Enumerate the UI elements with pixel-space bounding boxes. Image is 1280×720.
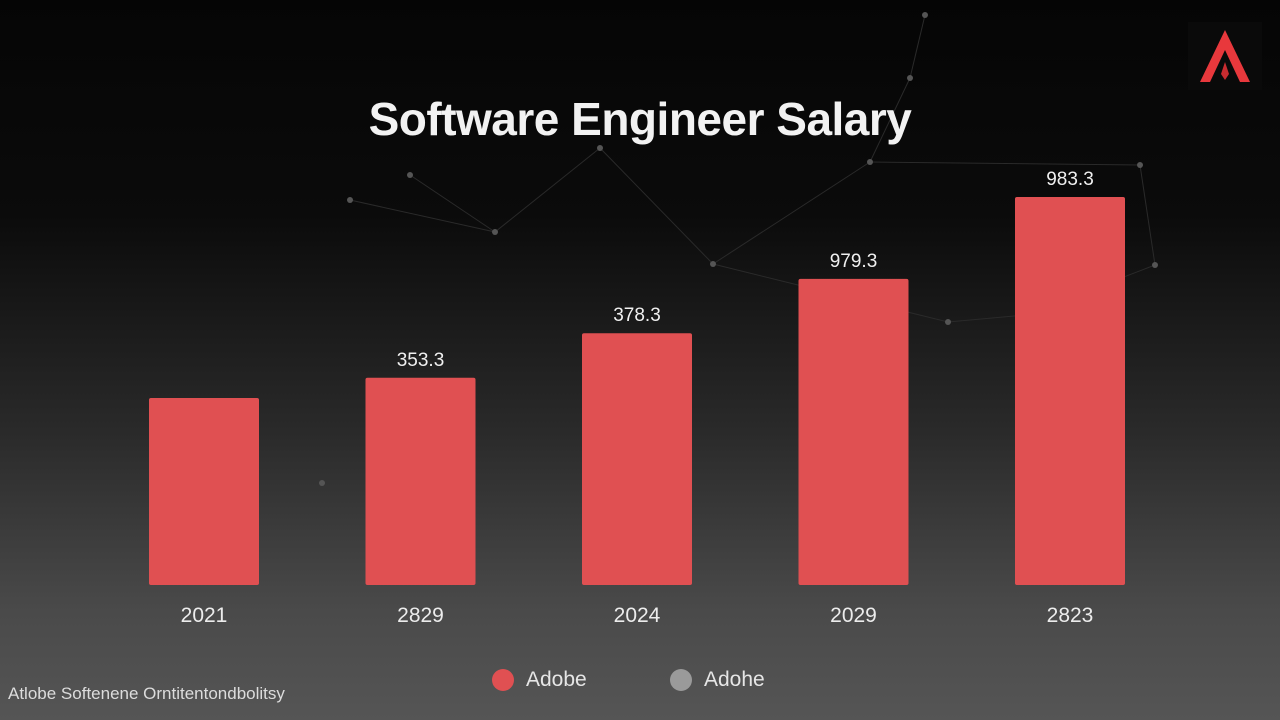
data-label: 353.3 [397, 350, 445, 371]
network-line [349, 199, 496, 233]
logo [1188, 22, 1262, 90]
chart-title: Software Engineer Salary [368, 93, 912, 145]
network-node [1137, 162, 1143, 168]
legend-label: Adobe [526, 668, 587, 691]
bar-2823 [1015, 197, 1125, 585]
network-node [597, 145, 603, 151]
network-node [492, 229, 498, 235]
network-line [494, 147, 601, 233]
legend-swatch [670, 669, 692, 691]
network-node [1152, 262, 1158, 268]
legend-item-2: Adohe [670, 668, 765, 692]
x-tick-label: 2823 [1047, 604, 1094, 627]
network-node [945, 319, 951, 325]
network-line [869, 161, 1141, 166]
x-tick-label: 2029 [830, 604, 877, 627]
network-line [909, 14, 926, 79]
network-node [319, 480, 325, 486]
x-tick-label: 2024 [614, 604, 661, 627]
bar-2829 [365, 377, 476, 585]
network-line [1139, 164, 1156, 266]
bar-2029 [798, 278, 909, 585]
network-node [867, 159, 873, 165]
logo-a-icon [1200, 30, 1250, 82]
x-tick-label: 2829 [397, 604, 444, 627]
network-node [907, 75, 913, 81]
data-label: 378.3 [613, 305, 661, 326]
network-node [347, 197, 353, 203]
network-line [599, 147, 714, 265]
network-line [712, 161, 871, 265]
legend-swatch [492, 669, 514, 691]
network-line [409, 174, 496, 233]
legend-item-1: Adobe [492, 668, 587, 692]
network-line [947, 314, 1026, 323]
bar-2021 [149, 397, 259, 585]
network-line [869, 77, 911, 163]
legend-label: Adohe [704, 668, 765, 691]
network-node [407, 172, 413, 178]
x-tick-label: 2021 [181, 604, 228, 627]
data-label: 979.3 [830, 251, 878, 272]
bar-2024 [582, 333, 692, 585]
data-label: 983.3 [1046, 169, 1094, 190]
network-node [710, 261, 716, 267]
footer-caption: Atlobe Softenene Orntitentondbolitsy [8, 684, 285, 703]
network-node [922, 12, 928, 18]
